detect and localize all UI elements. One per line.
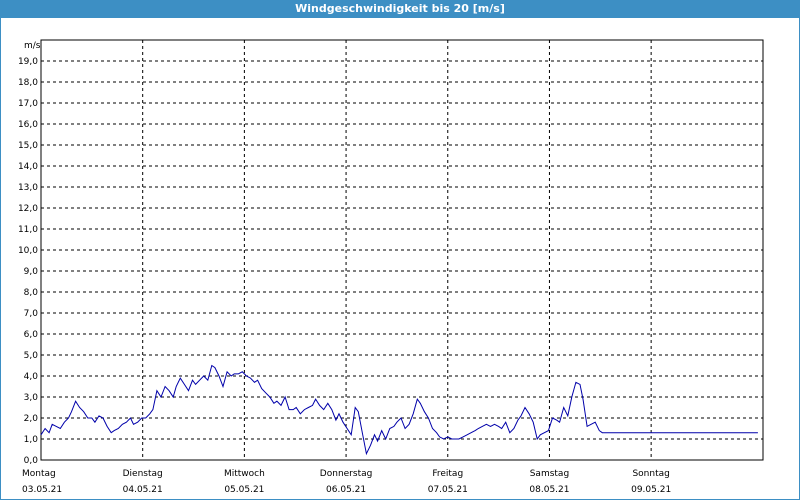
y-tick-label: 9,0 [24,267,39,277]
y-tick-label: 4,0 [24,372,39,382]
y-tick-label: 6,0 [24,330,39,340]
y-tick-label: 18,0 [18,78,38,88]
y-tick-label: 10,0 [18,246,38,256]
x-tick-date-label: 09.05.21 [631,485,671,495]
y-tick-labels: 0,0 1,0 2,0 3,0 4,0 5,0 6,0 7,0 8,0 9,0 10,0 11,0 12… [18,57,38,466]
x-tick-date-label: 03.05.21 [22,485,62,495]
x-tick-date-label: 04.05.21 [123,485,163,495]
y-axis-unit-label: m/s [24,41,41,51]
y-tick-label: 14,0 [18,162,38,172]
y-tick-label: 0,0 [24,456,39,466]
y-tick-label: 8,0 [24,288,39,298]
x-tick-date-label: 08.05.21 [529,485,569,495]
x-tick-day-label: Samstag [530,469,569,479]
y-tick-label: 1,0 [24,435,39,445]
x-tick-day-label: Sonntag [632,469,669,479]
x-tick-day-label: Donnerstag [320,469,373,479]
y-tick-label: 5,0 [24,351,39,361]
y-tick-label: 17,0 [18,99,38,109]
y-tick-label: 2,0 [24,414,39,424]
y-tick-label: 7,0 [24,309,39,319]
window-title: Windgeschwindigkeit bis 20 [m/s] [0,0,800,18]
x-tick-date-label: 07.05.21 [428,485,468,495]
y-tick-label: 19,0 [18,57,38,67]
y-tick-label: 12,0 [18,204,38,214]
x-tick-day-label: Mittwoch [224,469,265,479]
x-tick-day-label: Freitag [432,469,463,479]
x-tick-labels: Montag 03.05.21 Dienstag 04.05.21 Mittwoch 05… [22,469,671,495]
y-tick-label: 13,0 [18,183,38,193]
x-tick-date-label: 06.05.21 [326,485,366,495]
y-tick-label: 16,0 [18,120,38,130]
x-tick-date-label: 05.05.21 [224,485,264,495]
y-tick-label: 3,0 [24,393,39,403]
y-tick-label: 15,0 [18,141,38,151]
x-tick-day-label: Montag [22,469,56,479]
x-tick-day-label: Dienstag [123,469,163,479]
y-tick-label: 11,0 [18,225,38,235]
wind-speed-line [40,364,758,456]
grid-layer [41,40,763,460]
